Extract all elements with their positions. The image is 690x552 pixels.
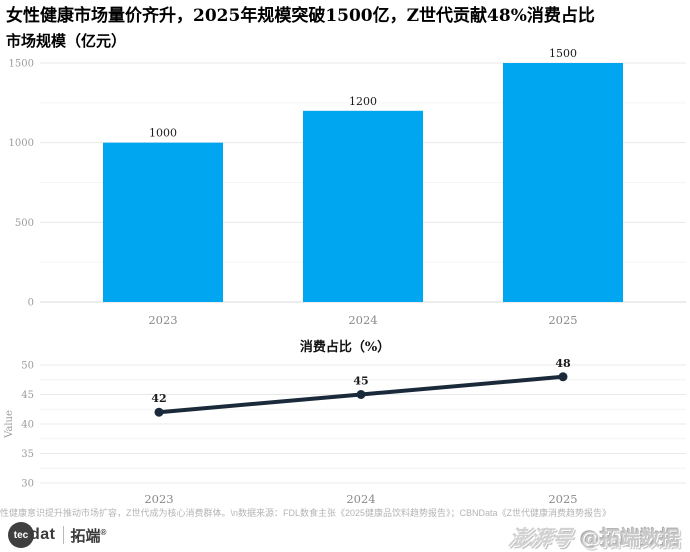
line-chart-title: 消费占比（%） (299, 340, 391, 355)
svg-text:2025: 2025 (548, 313, 577, 327)
svg-text:2023: 2023 (144, 492, 173, 504)
logo-divider (62, 526, 64, 544)
logo-circle-icon: tec (8, 522, 34, 548)
svg-text:1500: 1500 (9, 59, 34, 70)
svg-text:2024: 2024 (346, 492, 375, 504)
svg-text:1200: 1200 (349, 95, 377, 108)
svg-text:1500: 1500 (549, 47, 577, 60)
logo-cn-text: 拓端® (70, 527, 107, 545)
registered-mark: ® (100, 527, 107, 537)
bar-chart-title: 市场规模（亿元） (6, 32, 127, 50)
watermark-handle: @拓端数据 (580, 526, 680, 550)
svg-text:45: 45 (21, 390, 34, 401)
footer-source-note: 性健康意识提升推动市场扩容，Z世代成为核心消费群体。\n数据来源：FDL数食主张… (0, 508, 612, 518)
svg-text:Value: Value (4, 410, 15, 439)
svg-text:50: 50 (21, 361, 34, 372)
svg-text:48: 48 (555, 357, 571, 370)
page-title: 女性健康市场量价齐升，2025年规模突破1500亿，Z世代贡献48%消费占比 (6, 6, 595, 26)
svg-text:2024: 2024 (348, 313, 377, 327)
svg-text:2023: 2023 (148, 313, 177, 327)
svg-text:1000: 1000 (9, 138, 34, 149)
svg-text:30: 30 (21, 479, 34, 490)
svg-text:42: 42 (151, 392, 166, 405)
svg-text:35: 35 (21, 449, 34, 460)
svg-text:0: 0 (28, 298, 34, 309)
svg-text:2025: 2025 (548, 492, 577, 504)
svg-text:1000: 1000 (149, 127, 177, 140)
svg-text:40: 40 (21, 420, 34, 431)
bar-chart: 0 500 1000 1500 1000 2023 1200 2024 1500 2025 (9, 47, 686, 327)
tecdat-logo: tec dat 拓端® (8, 521, 106, 549)
svg-text:45: 45 (353, 375, 368, 388)
line-chart: 30 35 40 45 50 42 2023 45 2024 48 2025 Value (4, 357, 686, 504)
logo-text: dat (30, 526, 56, 543)
svg-text:500: 500 (15, 218, 34, 229)
watermark-platform: 澎湃号 (506, 525, 575, 550)
watermark: 澎湃号 @拓端数据 (506, 522, 680, 552)
